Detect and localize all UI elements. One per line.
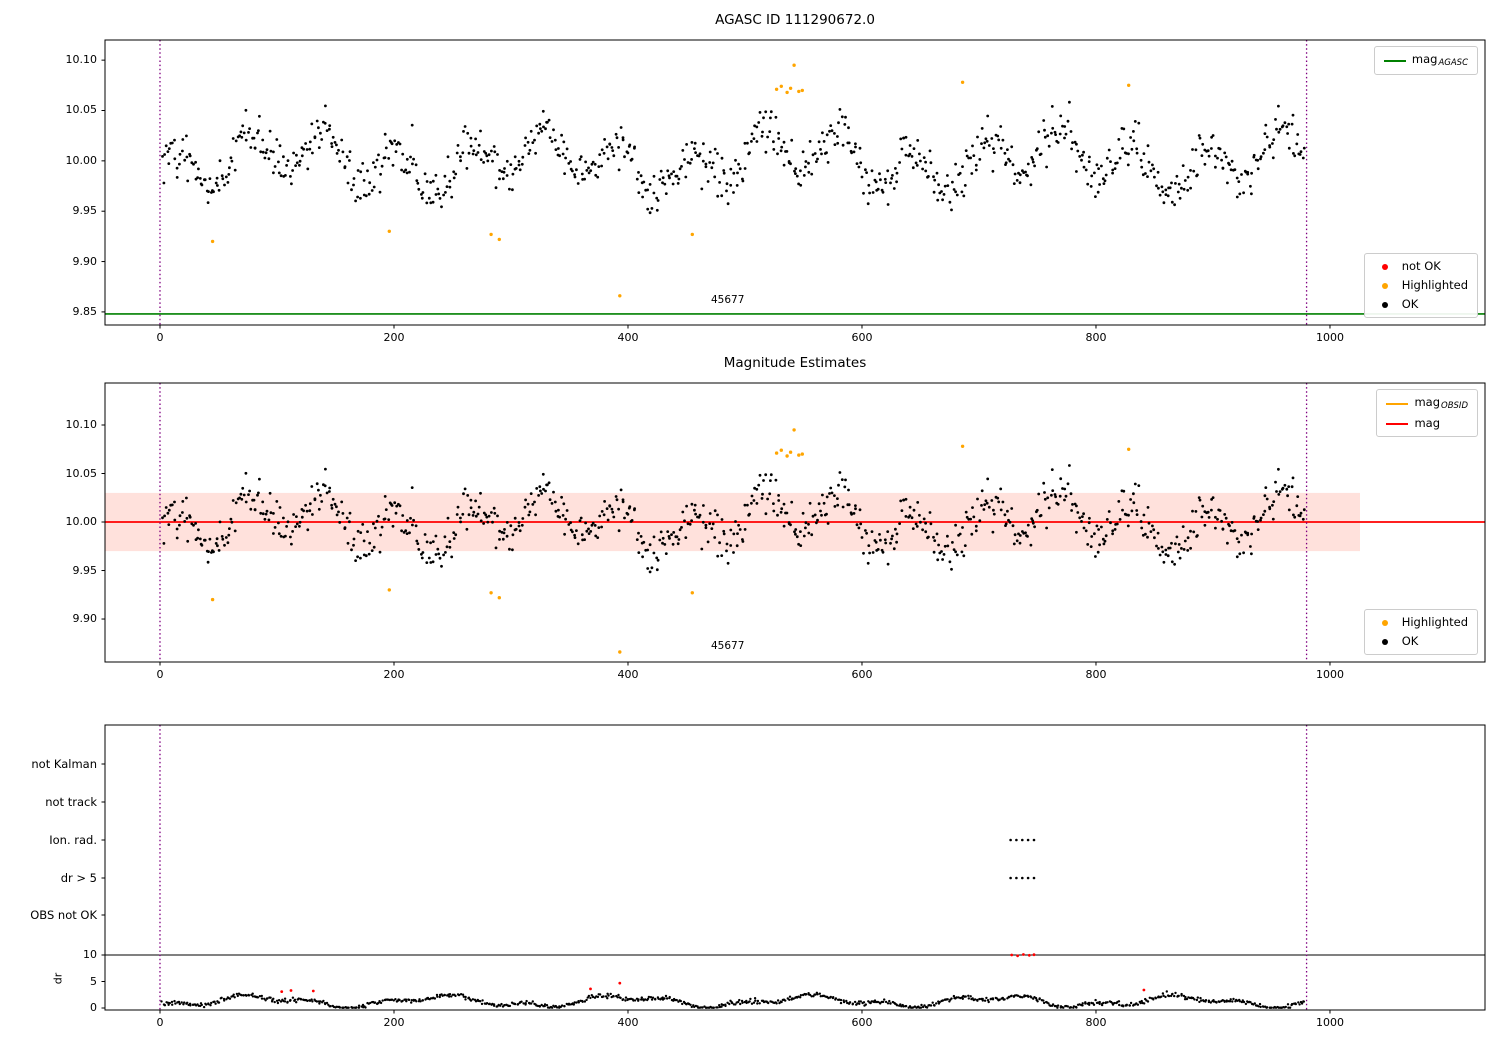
y-tick-label: 10.05	[65, 103, 98, 117]
x-tick-label: 800	[1085, 1016, 1107, 1029]
x-tick-label: 1000	[1315, 331, 1344, 344]
y-tick-label: 9.85	[72, 304, 98, 318]
row-flag-points	[1009, 838, 1036, 880]
legend-label: Highlighted	[1401, 615, 1468, 629]
ok-points	[161, 464, 1306, 574]
row-label-ion-rad-: Ion. rad.	[49, 833, 97, 847]
axes-spines	[104, 724, 1486, 1011]
y-tick-label: 9.95	[72, 563, 98, 577]
y-tick-label: 9.90	[72, 612, 98, 626]
y-tick-label: 10.00	[65, 153, 98, 167]
legend-label: not OK	[1401, 259, 1441, 273]
legend-entry: Highlighted	[1374, 615, 1468, 630]
y-tick-label: 10.00	[65, 515, 98, 528]
row-label-not-track: not track	[45, 795, 97, 809]
x-tick-label: 800	[1085, 331, 1107, 344]
x-tick-label: 600	[851, 668, 873, 681]
legend-label-subscript: AGASC	[1438, 58, 1468, 68]
legend-dot-marker	[1374, 263, 1396, 270]
legend-entry: mag	[1386, 416, 1468, 431]
y-tick-label: 9.90	[72, 254, 98, 268]
legend-entry: OK	[1374, 634, 1468, 649]
x-tick-label: 400	[617, 668, 639, 681]
plot1-canvas	[101, 39, 1486, 329]
legend-label: Highlighted	[1401, 278, 1468, 292]
legend-entry: OK	[1374, 297, 1468, 312]
x-tick-label: 0	[156, 1016, 164, 1029]
highlighted-points	[210, 428, 1131, 654]
legend-top-plot1: magAGASC	[1373, 46, 1478, 75]
legend-bottom-plot2: Highlighted OK	[1363, 609, 1478, 655]
row-label-not-kalman: not Kalman	[31, 757, 97, 771]
plot1-obsid-annotation: 45677	[711, 294, 745, 306]
legend-bottom-plot1: not OK Highlighted OK	[1363, 253, 1478, 318]
x-tick-label: 800	[1085, 668, 1107, 681]
dr-points	[160, 990, 1306, 1009]
plot2-title: Magnitude Estimates	[723, 355, 867, 371]
legend-line-marker	[1386, 402, 1409, 405]
legend-line-marker	[1386, 422, 1409, 425]
legend-top-plot2: magOBSID mag	[1376, 389, 1478, 437]
x-tick-label: 200	[383, 1016, 405, 1029]
x-tick-label: 0	[156, 331, 164, 344]
highlighted-points	[210, 63, 1131, 298]
plot2-canvas	[101, 382, 1486, 666]
y-tick-label: 10.10	[65, 53, 98, 67]
x-tick-label: 400	[617, 331, 639, 344]
axes-spines	[104, 39, 1486, 326]
not-ok-points	[280, 953, 1146, 993]
legend-dot-marker	[1374, 638, 1396, 645]
plot2-obsid-annotation: 45677	[711, 640, 745, 652]
dr-tick-label: 0	[90, 1001, 97, 1014]
legend-label: magOBSID	[1414, 395, 1468, 411]
row-label-dr-5: dr > 5	[60, 871, 97, 885]
legend-label: magAGASC	[1411, 52, 1468, 68]
legend-label-subscript: OBSID	[1441, 401, 1468, 411]
plot1-title: AGASC ID 111290672.0	[715, 12, 875, 28]
x-tick-label: 200	[383, 331, 405, 344]
legend-dot-marker	[1374, 301, 1396, 308]
legend-entry: not OK	[1374, 259, 1468, 274]
legend-entry: Highlighted	[1374, 278, 1468, 293]
legend-label: OK	[1401, 634, 1419, 648]
y-tick-label: 10.10	[65, 418, 98, 431]
legend-dot-marker	[1374, 282, 1396, 289]
dr-tick-label: 10	[83, 948, 97, 961]
x-tick-label: 1000	[1315, 668, 1344, 681]
legend-label: OK	[1401, 297, 1419, 311]
legend-label: mag	[1414, 416, 1441, 430]
legend-line-marker	[1383, 59, 1406, 62]
x-tick-label: 400	[617, 1016, 639, 1029]
ok-points	[161, 100, 1306, 215]
x-tick-label: 1000	[1315, 1016, 1344, 1029]
legend-entry: magAGASC	[1383, 52, 1468, 69]
x-tick-label: 600	[851, 331, 873, 344]
y-tick-label: 10.05	[65, 466, 98, 480]
plot3-canvas	[101, 724, 1486, 1014]
x-tick-label: 200	[383, 668, 405, 681]
dr-tick-label: 5	[90, 974, 97, 988]
x-tick-label: 0	[156, 668, 164, 681]
y-tick-label: 9.95	[72, 204, 98, 218]
legend-dot-marker	[1374, 619, 1396, 626]
legend-entry: magOBSID	[1386, 395, 1468, 412]
row-label-obs-not-ok: OBS not OK	[30, 908, 97, 922]
x-tick-label: 600	[851, 1016, 873, 1029]
